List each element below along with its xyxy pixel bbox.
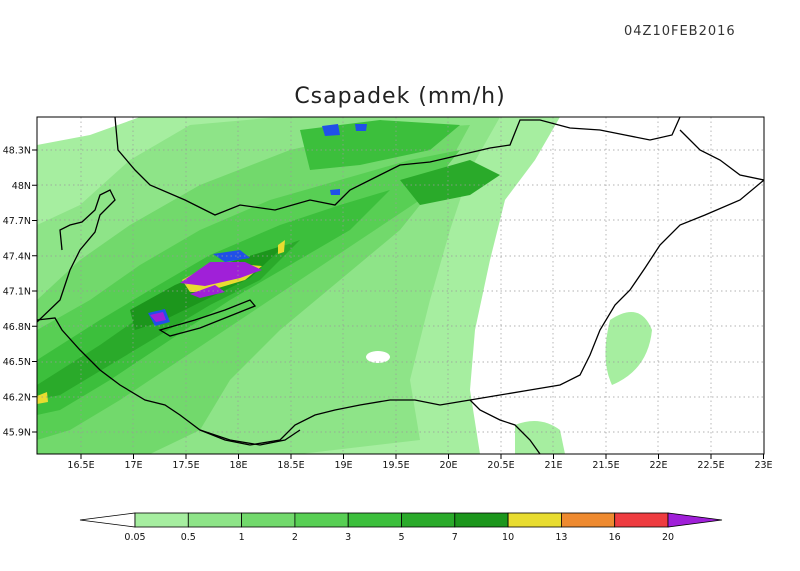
colorbar-segment <box>561 512 616 528</box>
precip-cell-blue-4 <box>355 124 367 131</box>
x-tick-label: 22.5E <box>697 460 724 471</box>
x-tick-label: 20E <box>439 460 457 471</box>
x-tick-label: 17.5E <box>172 460 199 471</box>
y-tick-label: 47.1N <box>3 287 31 298</box>
precip-band-5-north <box>400 160 500 205</box>
x-tick-label: 18.5E <box>277 460 304 471</box>
colorbar-label: 16 <box>609 532 621 543</box>
colorbar-label: 2 <box>292 532 298 543</box>
map-frame <box>36 116 765 455</box>
x-tick-label: 22E <box>649 460 667 471</box>
colorbar-segment <box>294 512 349 528</box>
x-tick-label: 17E <box>124 460 142 471</box>
colorbar-segment <box>454 512 509 528</box>
precip-patch-east <box>605 312 652 385</box>
country-borders <box>37 117 764 454</box>
colorbar-segment <box>614 512 669 528</box>
colorbar-segment <box>667 512 723 528</box>
lake-balaton <box>158 299 257 337</box>
precip-cell-20c <box>150 312 166 322</box>
precip-band-7-north <box>300 120 460 170</box>
x-tick-label: 19E <box>334 460 352 471</box>
colorbar-segment <box>507 512 562 528</box>
colorbar-label: 20 <box>662 532 674 543</box>
y-tick-label: 46.5N <box>3 357 31 368</box>
colorbar-segment <box>134 512 189 528</box>
y-tick-label: 45.9N <box>3 428 31 439</box>
colorbar-label: 1 <box>239 532 245 543</box>
border-serbia <box>199 429 301 446</box>
x-tick-label: 23E <box>754 460 772 471</box>
precip-cell-yellow-sw <box>37 392 48 404</box>
timestamp: 04Z10FEB2016 <box>624 24 736 39</box>
y-tick-label: 48N <box>12 181 31 192</box>
y-tick-label: 46.8N <box>3 322 31 333</box>
colorbar-segment <box>347 512 402 528</box>
colorbar-label: 3 <box>345 532 351 543</box>
precipitation-field <box>37 117 652 454</box>
precip-cell-blue-5 <box>330 189 340 195</box>
precip-cell-yellow-ne <box>278 240 285 254</box>
colorbar-label: 0.5 <box>181 532 196 543</box>
precip-cell-blue-3 <box>322 124 340 136</box>
border-south <box>469 399 541 454</box>
precip-cell-20 <box>180 262 262 286</box>
colorbar-segment <box>79 512 136 528</box>
x-tick-label: 16.5E <box>67 460 94 471</box>
colorbar-segment <box>401 512 456 528</box>
precip-cell-20b <box>190 285 225 298</box>
y-axis-ticks: 48.3N 48N 47.7N 47.4N 47.1N 46.8N 46.5N 46.2N 45… <box>3 146 37 439</box>
border-hungary <box>37 117 764 446</box>
colorbar-label: 0.05 <box>124 532 145 543</box>
border-west <box>37 189 116 323</box>
y-tick-label: 47.7N <box>3 216 31 227</box>
y-tick-label: 47.4N <box>3 251 31 262</box>
x-tick-label: 21.5E <box>592 460 619 471</box>
precip-patch-southeast <box>515 421 565 454</box>
map-title: Csapadek (mm/h) <box>294 84 506 109</box>
colorbar: 0.05 0.5 1 2 3 5 7 10 13 16 20 <box>79 512 723 543</box>
x-axis-ticks: 16.5E 17E 17.5E 18E 18.5E 19E 19.5E 20E 20.5E 21E… <box>67 454 773 471</box>
dry-patch <box>366 351 390 363</box>
colorbar-label: 10 <box>502 532 514 543</box>
colorbar-label: 7 <box>452 532 458 543</box>
y-tick-label: 46.2N <box>3 392 31 403</box>
colorbar-label: 5 <box>398 532 404 543</box>
x-tick-label: 20.5E <box>487 460 514 471</box>
y-tick-label: 48.3N <box>3 146 31 157</box>
x-tick-label: 18E <box>229 460 247 471</box>
colorbar-segment <box>241 512 296 528</box>
colorbar-label: 13 <box>555 532 567 543</box>
x-tick-label: 19.5E <box>382 460 409 471</box>
colorbar-segment <box>187 512 243 528</box>
x-tick-label: 21E <box>544 460 562 471</box>
